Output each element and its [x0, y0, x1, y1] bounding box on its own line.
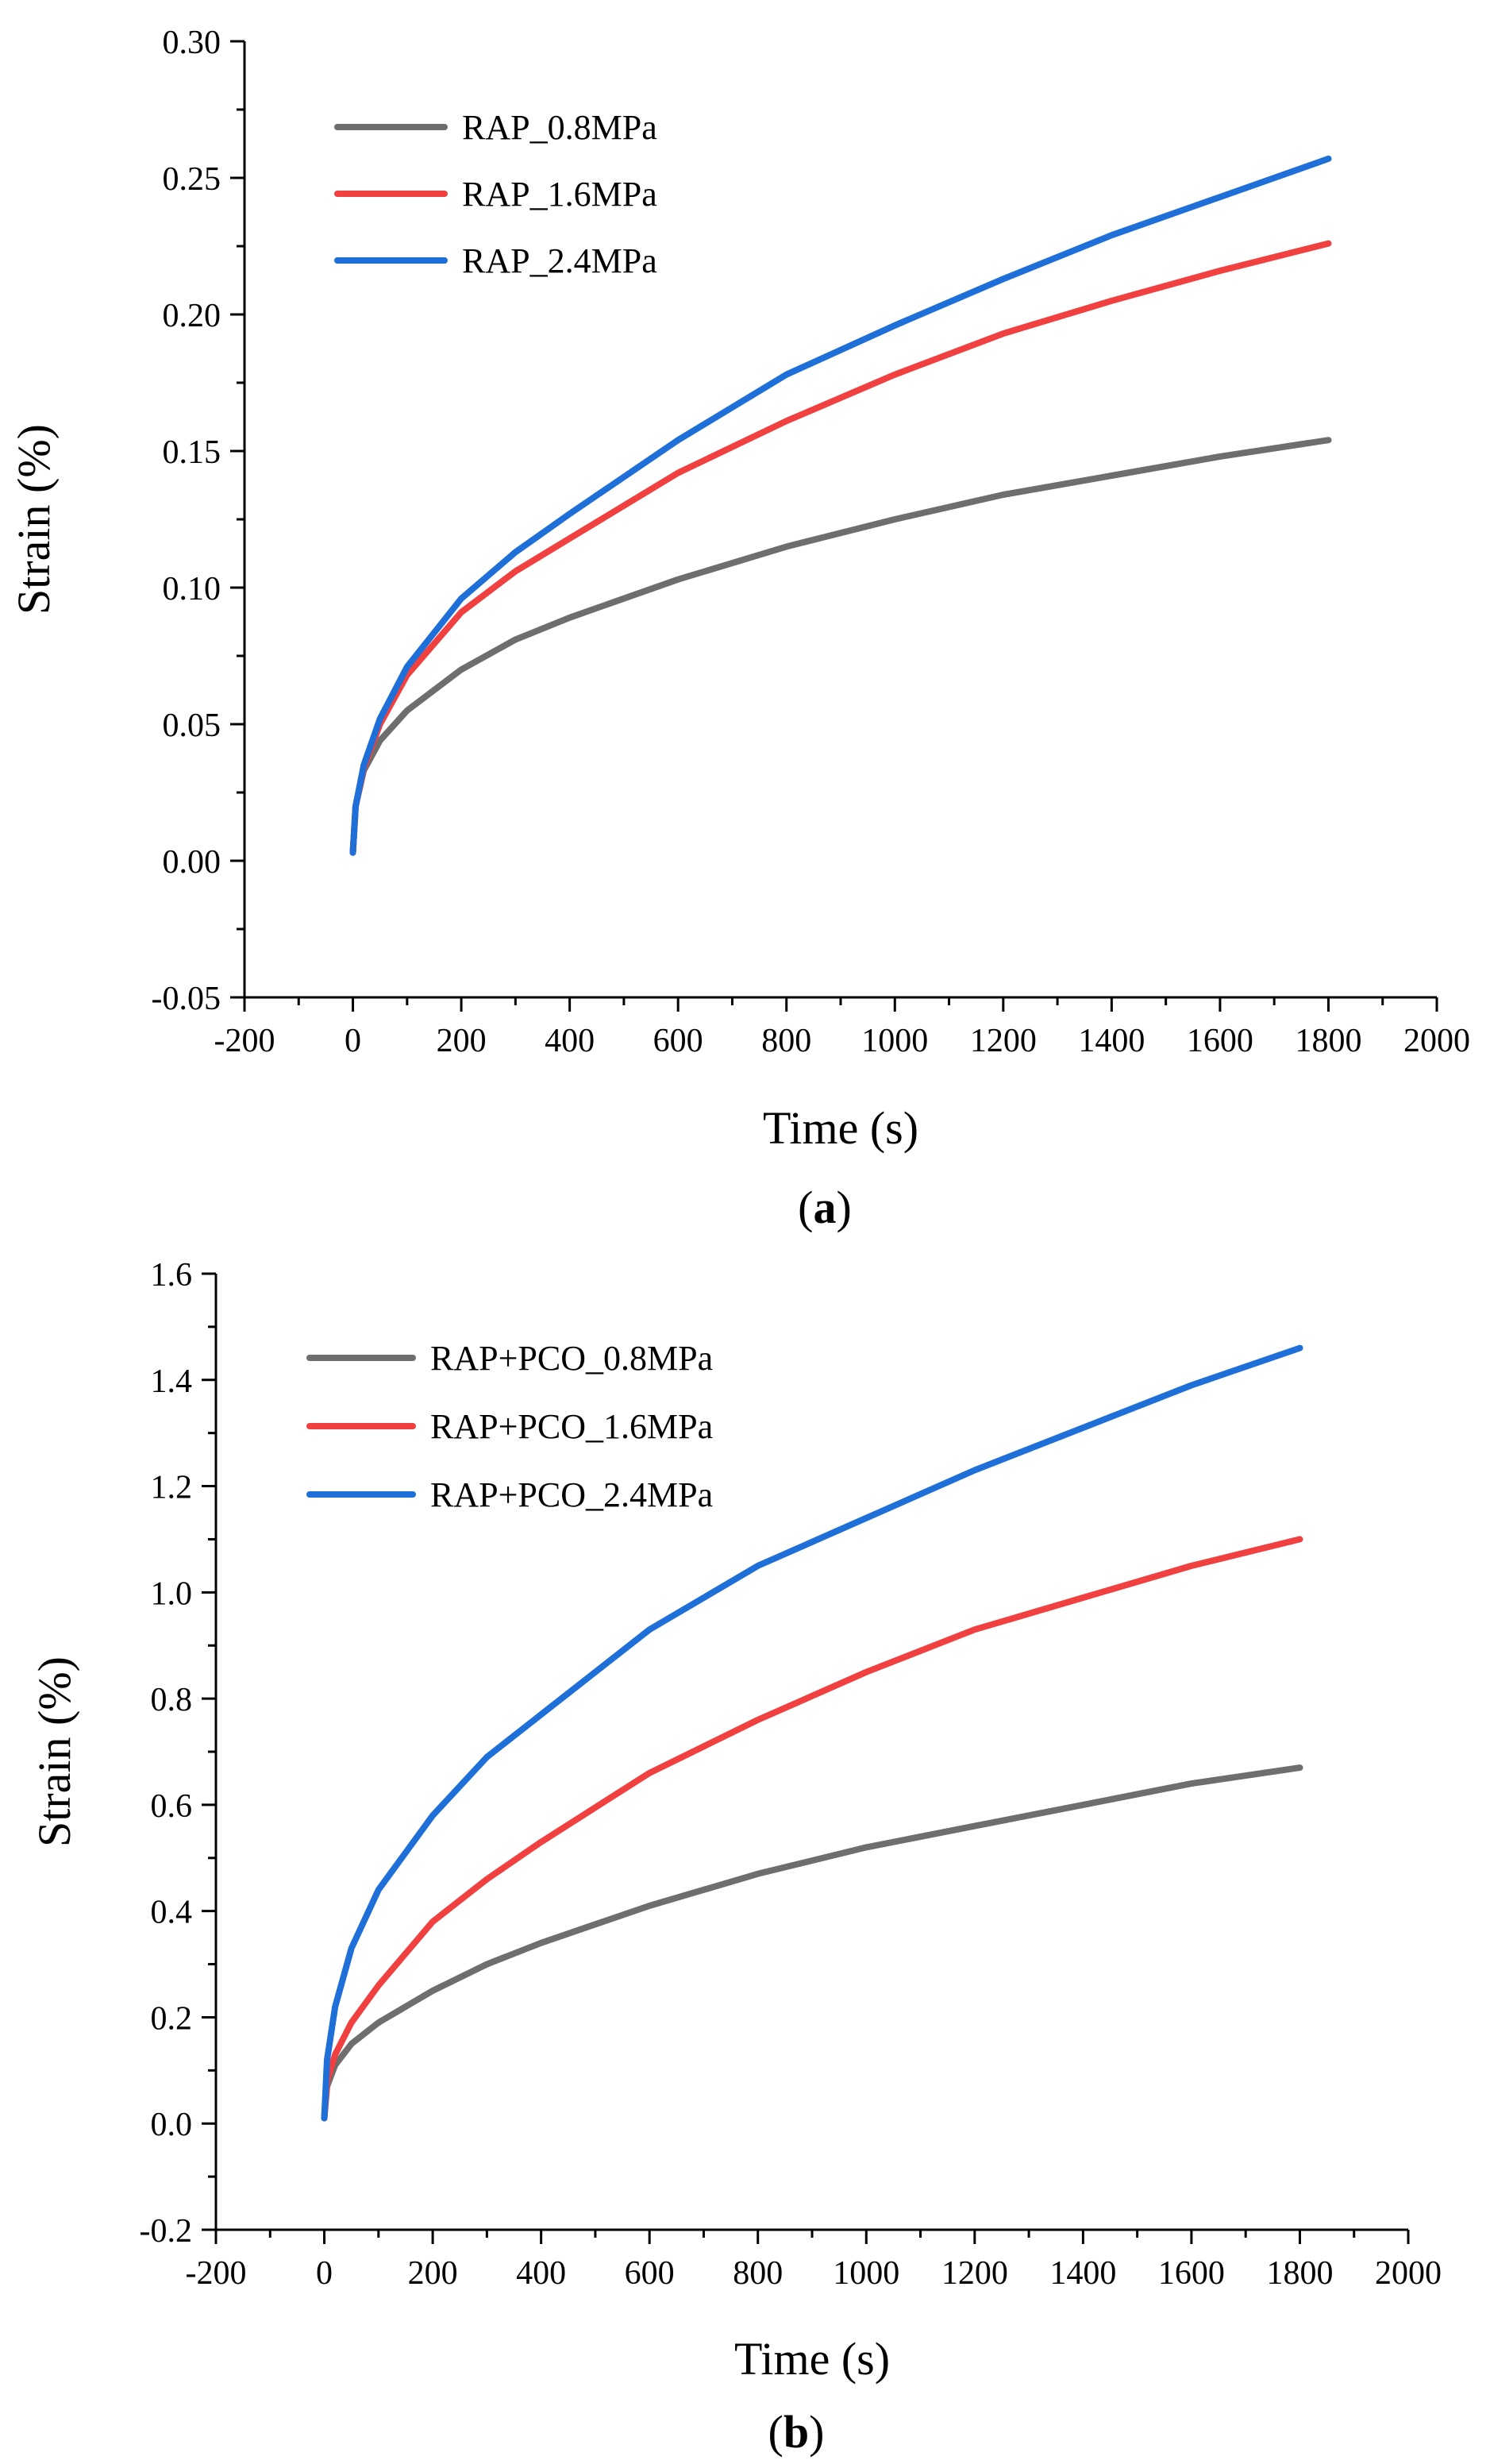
- x-tick-label: 1200: [970, 1023, 1037, 1059]
- x-tick-label: 1400: [1049, 2255, 1116, 2292]
- x-tick-label: 600: [653, 1023, 703, 1059]
- x-axis-title: Time (s): [734, 2333, 890, 2385]
- y-tick-label: 0.2: [151, 2000, 193, 2037]
- y-tick-label: -0.05: [152, 981, 221, 1017]
- y-tick-label: 1.2: [151, 1470, 193, 1506]
- panel-label-letter: a: [814, 1182, 837, 1233]
- chart-panel-b: -200 0 200 400 600 800 1000 1200 1400 1600 1800 200…: [29, 1257, 1442, 2458]
- legend-label: RAP+PCO_2.4MPa: [430, 1475, 713, 1514]
- x-tick-label: 1800: [1295, 1023, 1361, 1059]
- y-axis-title: Strain (%): [29, 1656, 80, 1847]
- x-tick-label: 800: [761, 1023, 811, 1059]
- x-tick-label: 1200: [941, 2255, 1008, 2292]
- x-tick-label: 400: [545, 1023, 595, 1059]
- y-tick-label: 0.10: [163, 571, 221, 607]
- legend-label: RAP+PCO_0.8MPa: [430, 1339, 713, 1378]
- y-axis-title: Strain (%): [8, 424, 60, 615]
- x-tick-label: 0: [316, 2255, 333, 2292]
- x-tick-label: 1000: [861, 1023, 928, 1059]
- legend-label: RAP_0.8MPa: [462, 108, 657, 147]
- panel-label: (a): [798, 1182, 852, 1233]
- x-tick-label: 1800: [1266, 2255, 1333, 2292]
- series-line-3: [321, 1344, 1303, 2122]
- series-line-2: [349, 240, 1332, 856]
- y-tick-label: 0.0: [151, 2107, 193, 2143]
- panel-label: (b): [768, 2406, 825, 2458]
- legend-label: RAP_1.6MPa: [462, 175, 657, 214]
- series-line-1: [321, 1764, 1303, 2122]
- x-tick-label: 200: [437, 1023, 487, 1059]
- x-tick-label: 2000: [1375, 2255, 1442, 2292]
- x-tick-label: 400: [516, 2255, 566, 2292]
- legend-label: RAP+PCO_1.6MPa: [430, 1407, 713, 1446]
- y-tick-label: 0.00: [163, 844, 221, 881]
- x-axis-title: Time (s): [763, 1102, 918, 1154]
- y-tick-label: 0.25: [163, 161, 221, 198]
- x-tick-label: -200: [214, 1023, 275, 1059]
- y-tick-label: -0.2: [140, 2213, 193, 2250]
- y-tick-label: 0.8: [151, 1682, 193, 1718]
- y-tick-label: 1.0: [151, 1575, 193, 1612]
- y-tick-label: 0.6: [151, 1788, 193, 1825]
- series-line-2: [321, 1536, 1303, 2122]
- y-tick-label: 0.30: [163, 25, 221, 61]
- chart-panel-a: -200 0 200 400 600 800 1000 1200 1400 1600 1800 200…: [8, 25, 1470, 1233]
- x-tick-label: -200: [186, 2255, 247, 2292]
- y-tick-label: 1.6: [151, 1257, 193, 1294]
- y-tick-label: 0.20: [163, 298, 221, 334]
- x-tick-label: 200: [408, 2255, 458, 2292]
- x-tick-label: 600: [625, 2255, 675, 2292]
- x-tick-label: 2000: [1403, 1023, 1470, 1059]
- x-tick-label: 1400: [1078, 1023, 1145, 1059]
- x-tick-label: 0: [345, 1023, 361, 1059]
- x-tick-label: 1600: [1158, 2255, 1225, 2292]
- y-tick-label: 1.4: [151, 1363, 193, 1400]
- y-tick-label: 0.05: [163, 708, 221, 744]
- panel-label-letter: b: [784, 2406, 809, 2458]
- x-tick-label: 1600: [1187, 1023, 1253, 1059]
- series-line-3: [349, 155, 1332, 856]
- y-tick-label: 0.4: [151, 1895, 193, 1931]
- x-tick-label: 1000: [833, 2255, 899, 2292]
- series-line-1: [349, 437, 1332, 856]
- legend-label: RAP_2.4MPa: [462, 241, 657, 280]
- x-tick-label: 800: [733, 2255, 783, 2292]
- y-tick-label: 0.15: [163, 434, 221, 471]
